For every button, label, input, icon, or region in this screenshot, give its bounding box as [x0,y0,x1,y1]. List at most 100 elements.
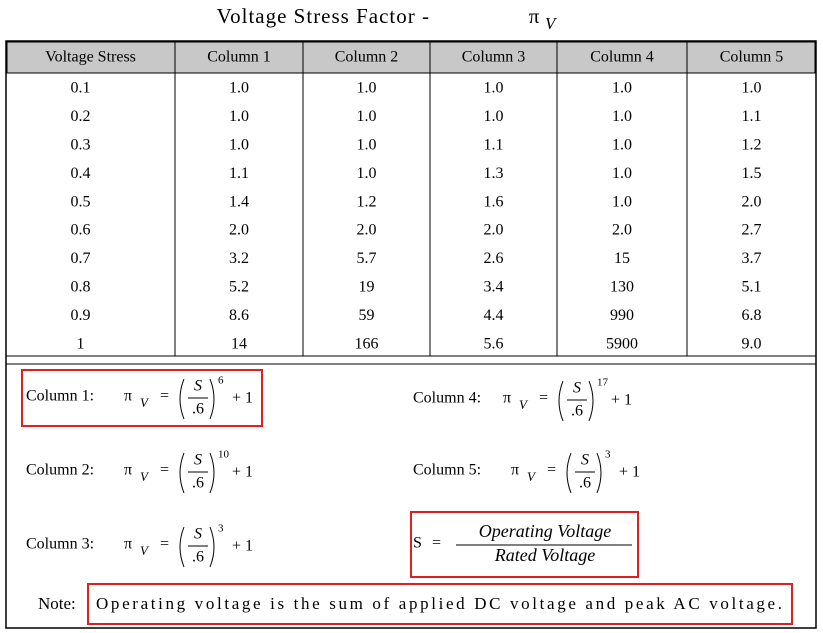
formula-plus: + 1 [619,464,640,481]
header-cell: Column 5 [720,49,784,66]
parenthesis [179,452,185,494]
table-cell: 5.6 [484,335,504,352]
formula-label: Column 4: [413,390,481,407]
table-cell: 1.2 [742,136,762,153]
table-cell: 1.4 [229,193,249,210]
highlight-box [410,511,639,578]
table-cell: 1.0 [612,165,632,182]
header-cell: Column 1 [207,49,271,66]
formula-subscript: V [140,395,150,410]
formula-label: Column 1: [26,388,94,405]
formula-equals: = [539,390,548,407]
table-cell: 0.2 [71,108,91,125]
title-symbol: π [529,4,540,28]
s-denominator: Rated Voltage [494,545,595,565]
table-cell: 1.0 [357,165,377,182]
highlight-box [87,583,793,625]
formula-subscript: V [140,469,150,484]
parenthesis [566,452,572,494]
formula-numerator: S [194,378,202,395]
table-cell: 130 [610,278,634,295]
table-cell: 1.0 [357,136,377,153]
s-lhs: S [413,535,422,552]
table-cell: 1.2 [357,193,377,210]
header-cell: Column 3 [462,49,526,66]
header-cell: Column 4 [590,49,654,66]
formula-equals: = [547,462,556,479]
table-cell: 3.4 [484,278,504,295]
formula-subscript: V [519,397,529,412]
table-cell: 3.7 [742,250,762,267]
parenthesis [179,378,185,420]
table-cell: 1.0 [229,136,249,153]
formula-exponent: 3 [218,523,224,535]
formula-label: Column 2: [26,462,94,479]
formula-numerator: S [581,452,589,469]
table-cell: 990 [610,307,634,324]
formula-exponent: 3 [605,449,611,461]
formula-symbol: π [503,390,511,407]
table-cell: 1.1 [484,136,504,153]
table-cell: 2.0 [612,222,632,239]
table-cell: 2.0 [742,193,762,210]
title-subscript: V [545,14,558,33]
formula-exponent: 17 [597,377,609,389]
table-cell: 14 [231,335,247,352]
formula-symbol: π [124,536,132,553]
parenthesis [209,526,215,568]
formula-denominator: .6 [192,401,204,418]
header-cell: Column 2 [335,49,399,66]
formula-plus: + 1 [232,538,253,555]
formula-exponent: 10 [218,449,230,461]
formula-denominator: .6 [579,475,591,492]
table-cell: 2.6 [484,250,504,267]
table-cell: 9.0 [742,335,762,352]
formula-exponent: 6 [218,375,224,387]
table-cell: 2.0 [357,222,377,239]
table-cell: 1.0 [357,80,377,97]
table-cell: 1.5 [742,165,762,182]
header-row [6,41,816,74]
table-cell: 15 [614,250,630,267]
table-cell: 1.3 [484,165,504,182]
table-cell: 0.6 [71,222,91,239]
formula-numerator: S [194,526,202,543]
table-cell: 0.7 [71,250,91,267]
header-cell: Voltage Stress [45,49,136,66]
table-cell: 3.2 [229,250,249,267]
formula-subscript: V [527,469,537,484]
formula-plus: + 1 [232,390,253,407]
table-cell: 1.1 [229,165,249,182]
formula-symbol: π [124,462,132,479]
parenthesis [209,378,215,420]
table-cell: 19 [359,278,375,295]
table-cell: 166 [355,335,379,352]
table-cell: 2.0 [484,222,504,239]
parenthesis [596,452,602,494]
table-cell: 1.0 [612,136,632,153]
table-cell: 5.7 [357,250,377,267]
formula-denominator: .6 [192,475,204,492]
table-cell: 5900 [606,335,638,352]
table-cell: 8.6 [229,307,249,324]
table-cell: 6.8 [742,307,762,324]
formula-equals: = [160,388,169,405]
note-label: Note: [38,594,76,613]
table-cell: 59 [359,307,375,324]
table-cell: 1 [77,335,85,352]
parenthesis [588,380,594,422]
table-border [5,40,817,629]
table-cell: 1.0 [612,193,632,210]
formula-subscript: V [140,543,150,558]
parenthesis [558,380,564,422]
table-cell: 0.5 [71,193,91,210]
table-cell: 0.8 [71,278,91,295]
table-cell: 1.0 [484,80,504,97]
formula-equals: = [160,536,169,553]
table-cell: 4.4 [484,307,504,324]
formula-denominator: .6 [571,403,583,420]
parenthesis [179,526,185,568]
table-cell: 0.3 [71,136,91,153]
table-cell: 0.4 [71,165,91,182]
formula-symbol: π [511,462,519,479]
